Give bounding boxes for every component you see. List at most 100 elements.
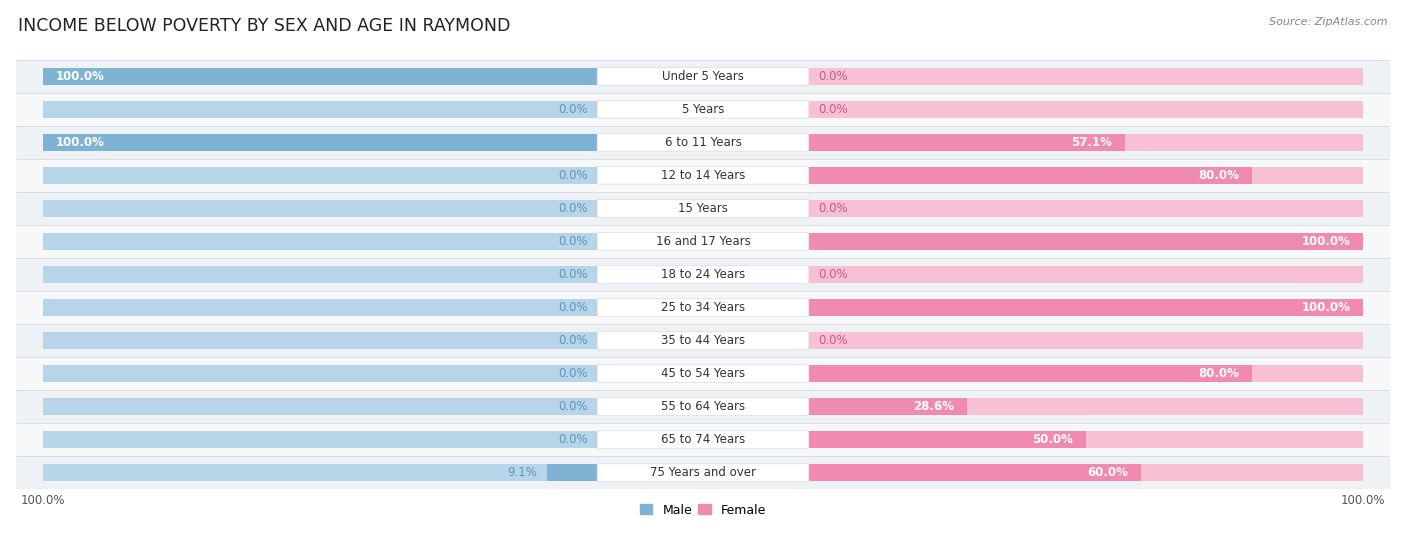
Bar [17, 291, 1389, 324]
Text: 0.0%: 0.0% [558, 301, 588, 314]
Bar [17, 258, 1389, 291]
Bar [808, 431, 1364, 448]
Bar [808, 299, 1364, 316]
Bar [17, 423, 1389, 456]
Text: 55 to 64 Years: 55 to 64 Years [661, 400, 745, 413]
Text: 50.0%: 50.0% [1032, 433, 1073, 446]
FancyBboxPatch shape [598, 364, 808, 382]
Bar [42, 68, 598, 85]
Bar [42, 365, 598, 382]
Text: 0.0%: 0.0% [558, 367, 588, 380]
Text: 0.0%: 0.0% [818, 334, 848, 347]
Text: 0.0%: 0.0% [558, 235, 588, 248]
Bar [808, 68, 1364, 85]
FancyBboxPatch shape [598, 398, 808, 415]
Text: 35 to 44 Years: 35 to 44 Years [661, 334, 745, 347]
Text: 100.0%: 100.0% [1301, 235, 1350, 248]
Text: 57.1%: 57.1% [1071, 136, 1112, 149]
Text: 5 Years: 5 Years [682, 103, 724, 116]
Bar [808, 167, 1364, 184]
Bar [808, 233, 1364, 250]
Bar [808, 365, 1253, 382]
Bar [42, 332, 598, 349]
Bar [808, 464, 1364, 481]
Bar [42, 200, 598, 217]
Bar [42, 134, 598, 151]
Text: 80.0%: 80.0% [1198, 367, 1239, 380]
FancyBboxPatch shape [598, 266, 808, 283]
Text: 16 and 17 Years: 16 and 17 Years [655, 235, 751, 248]
Bar [17, 225, 1389, 258]
Bar [17, 126, 1389, 159]
FancyBboxPatch shape [598, 464, 808, 481]
Text: Under 5 Years: Under 5 Years [662, 70, 744, 83]
Text: 0.0%: 0.0% [558, 202, 588, 215]
Bar [808, 134, 1364, 151]
Text: Source: ZipAtlas.com: Source: ZipAtlas.com [1270, 17, 1388, 27]
Bar [17, 390, 1389, 423]
Text: 0.0%: 0.0% [558, 334, 588, 347]
Bar [17, 357, 1389, 390]
Bar [42, 431, 598, 448]
Bar [808, 299, 1364, 316]
FancyBboxPatch shape [598, 200, 808, 217]
FancyBboxPatch shape [598, 331, 808, 349]
Bar [808, 167, 1253, 184]
Text: 6 to 11 Years: 6 to 11 Years [665, 136, 741, 149]
Text: 0.0%: 0.0% [558, 169, 588, 182]
Bar [808, 266, 1364, 283]
Text: 18 to 24 Years: 18 to 24 Years [661, 268, 745, 281]
Text: 45 to 54 Years: 45 to 54 Years [661, 367, 745, 380]
Text: 75 Years and over: 75 Years and over [650, 466, 756, 479]
Bar [42, 464, 598, 481]
Text: INCOME BELOW POVERTY BY SEX AND AGE IN RAYMOND: INCOME BELOW POVERTY BY SEX AND AGE IN R… [18, 17, 510, 35]
Bar [547, 464, 598, 481]
Bar [42, 266, 598, 283]
Bar [808, 398, 1364, 415]
Text: 9.1%: 9.1% [508, 466, 537, 479]
Bar [808, 332, 1364, 349]
Bar [17, 192, 1389, 225]
Bar [17, 60, 1389, 93]
FancyBboxPatch shape [598, 167, 808, 184]
Bar [808, 134, 1125, 151]
FancyBboxPatch shape [598, 233, 808, 250]
FancyBboxPatch shape [598, 134, 808, 151]
Bar [42, 167, 598, 184]
Bar [42, 398, 598, 415]
Bar [42, 233, 598, 250]
FancyBboxPatch shape [598, 68, 808, 85]
Text: 80.0%: 80.0% [1198, 169, 1239, 182]
Bar [17, 159, 1389, 192]
Text: 0.0%: 0.0% [558, 103, 588, 116]
Bar [42, 134, 598, 151]
Text: 0.0%: 0.0% [818, 70, 848, 83]
FancyBboxPatch shape [598, 431, 808, 448]
Text: 0.0%: 0.0% [818, 103, 848, 116]
Bar [808, 233, 1364, 250]
Bar [808, 101, 1364, 118]
Text: 0.0%: 0.0% [558, 268, 588, 281]
Text: 28.6%: 28.6% [912, 400, 955, 413]
Bar [42, 299, 598, 316]
Bar [42, 68, 598, 85]
Text: 0.0%: 0.0% [558, 433, 588, 446]
FancyBboxPatch shape [598, 101, 808, 118]
Legend: Male, Female: Male, Female [636, 499, 770, 522]
Text: 15 Years: 15 Years [678, 202, 728, 215]
Bar [808, 365, 1364, 382]
Text: 0.0%: 0.0% [558, 400, 588, 413]
Text: 100.0%: 100.0% [56, 70, 105, 83]
Bar [17, 456, 1389, 489]
Text: 100.0%: 100.0% [1301, 301, 1350, 314]
Bar [808, 398, 967, 415]
Text: 12 to 14 Years: 12 to 14 Years [661, 169, 745, 182]
Bar [808, 464, 1142, 481]
Bar [17, 324, 1389, 357]
Text: 65 to 74 Years: 65 to 74 Years [661, 433, 745, 446]
Bar [42, 101, 598, 118]
Bar [17, 93, 1389, 126]
Text: 25 to 34 Years: 25 to 34 Years [661, 301, 745, 314]
Bar [808, 200, 1364, 217]
FancyBboxPatch shape [598, 299, 808, 316]
